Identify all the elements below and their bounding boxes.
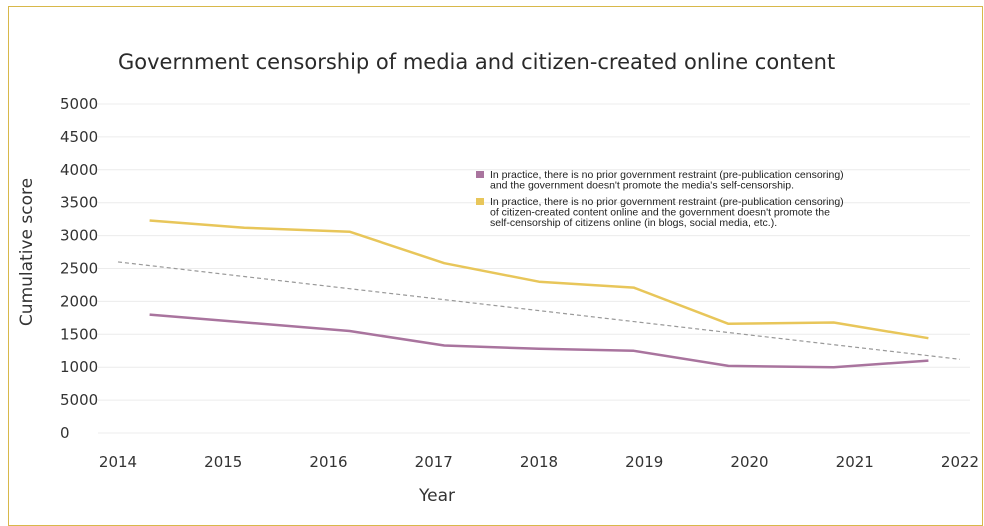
legend-label: self-censorship of citizens online (in b…: [490, 217, 777, 229]
x-tick-label: 2022: [941, 453, 979, 471]
series-lines: [150, 220, 929, 367]
y-tick-label: 1500: [60, 325, 98, 343]
x-tick-label: 2020: [730, 453, 768, 471]
x-tick-label: 2017: [415, 453, 453, 471]
x-axis-ticks: 2014 2015 2016 2017 2018 2019 2020 2021 2022: [99, 453, 979, 471]
y-axis-ticks: 0 5000 1000 1500 2000 2500 3000 3500 4000 4500 500…: [60, 95, 98, 442]
trendline-path: [118, 262, 960, 359]
legend-swatch: [476, 171, 484, 178]
trendline: [118, 262, 960, 359]
x-tick-label: 2019: [625, 453, 663, 471]
legend-label: and the government doesn't promote the m…: [490, 180, 794, 192]
grid: [98, 104, 970, 433]
x-tick-label: 2014: [99, 453, 137, 471]
y-tick-label: 4000: [60, 161, 98, 179]
x-tick-label: 2015: [204, 453, 242, 471]
chart-title: Government censorship of media and citiz…: [118, 50, 835, 74]
y-tick-label: 0: [60, 424, 70, 442]
y-tick-label: 3000: [60, 227, 98, 245]
y-tick-label: 4500: [60, 128, 98, 146]
legend-swatch: [476, 198, 484, 205]
x-tick-label: 2021: [836, 453, 874, 471]
y-tick-label: 2500: [60, 260, 98, 278]
legend: In practice, there is no prior governmen…: [476, 169, 844, 229]
x-tick-label: 2016: [309, 453, 347, 471]
y-tick-label: 5000: [60, 391, 98, 409]
y-tick-label: 3500: [60, 194, 98, 212]
x-axis-label: Year: [418, 486, 455, 506]
y-tick-label: 5000: [60, 95, 98, 113]
y-tick-label: 2000: [60, 292, 98, 310]
y-tick-label: 1000: [60, 358, 98, 376]
x-tick-label: 2018: [520, 453, 558, 471]
y-axis-label: Cumulative score: [17, 178, 37, 326]
